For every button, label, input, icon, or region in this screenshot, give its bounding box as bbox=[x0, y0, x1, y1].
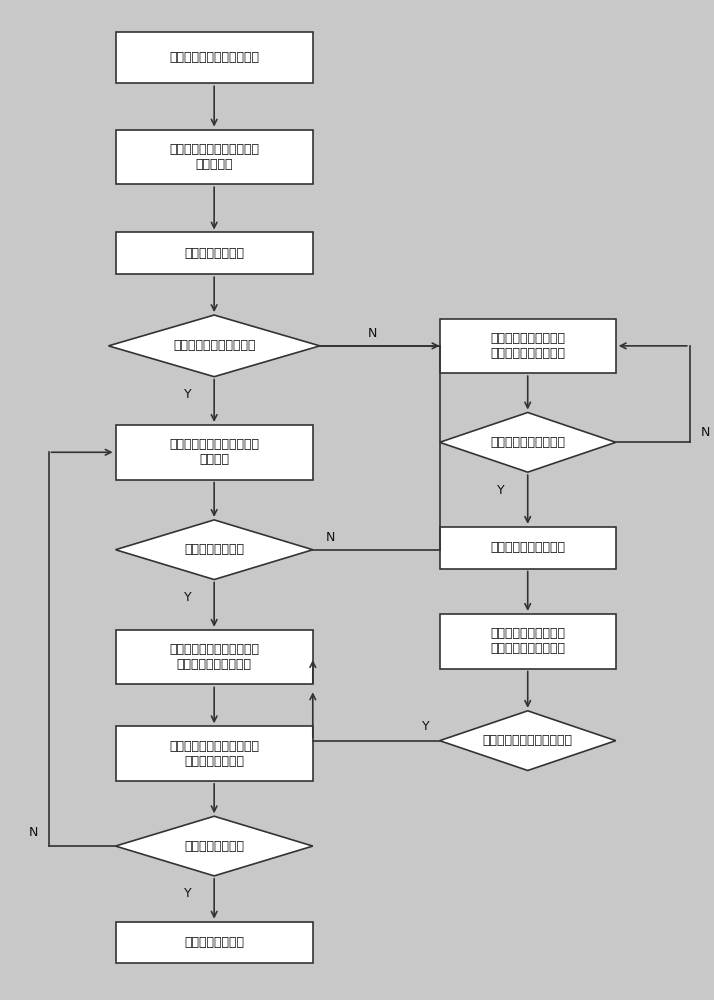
Text: N: N bbox=[326, 531, 335, 544]
Text: Y: Y bbox=[183, 388, 191, 401]
Text: Y: Y bbox=[497, 484, 505, 497]
Text: N: N bbox=[700, 426, 710, 439]
Text: 运动控制卡向驱动器传输信
号，步进电机转动: 运动控制卡向驱动器传输信 号，步进电机转动 bbox=[169, 740, 259, 768]
Polygon shape bbox=[109, 315, 320, 377]
Text: 步进电机停止转动: 步进电机停止转动 bbox=[184, 936, 244, 949]
Text: 检测步进电机是否运动到位: 检测步进电机是否运动到位 bbox=[483, 734, 573, 747]
Text: 检测按键是否弹起: 检测按键是否弹起 bbox=[184, 840, 244, 853]
Text: Y: Y bbox=[422, 720, 429, 733]
FancyBboxPatch shape bbox=[440, 527, 615, 569]
Text: 选择手脉运动或定长运动: 选择手脉运动或定长运动 bbox=[173, 339, 256, 352]
Text: 运动控制卡向驱动器传
输信号，步进电机转动: 运动控制卡向驱动器传 输信号，步进电机转动 bbox=[491, 627, 565, 655]
FancyBboxPatch shape bbox=[116, 922, 313, 963]
Text: 清洗机器人通电，系统开机: 清洗机器人通电，系统开机 bbox=[169, 51, 259, 64]
Text: 操作按键，输入运动控制卡
控制指令: 操作按键，输入运动控制卡 控制指令 bbox=[169, 438, 259, 466]
Text: N: N bbox=[368, 327, 378, 340]
Text: 导出按键信息，进行翻译，
向运动控制卡发出指令: 导出按键信息，进行翻译， 向运动控制卡发出指令 bbox=[169, 643, 259, 671]
Text: 选择手动控制模式: 选择手动控制模式 bbox=[184, 247, 244, 260]
Polygon shape bbox=[440, 711, 615, 770]
Polygon shape bbox=[116, 520, 313, 580]
FancyBboxPatch shape bbox=[116, 32, 313, 83]
Text: 复位运动控制卡，赋值步进
电机初始值: 复位运动控制卡，赋值步进 电机初始值 bbox=[169, 143, 259, 171]
Text: 检测按键是否按下: 检测按键是否按下 bbox=[184, 543, 244, 556]
Text: N: N bbox=[29, 826, 38, 839]
Text: Y: Y bbox=[183, 591, 191, 604]
FancyBboxPatch shape bbox=[440, 319, 615, 373]
Text: 对运动控制卡发出指令: 对运动控制卡发出指令 bbox=[491, 541, 565, 554]
FancyBboxPatch shape bbox=[440, 614, 615, 669]
Text: 输入步进电机的转动角
度、行进距离以及转速: 输入步进电机的转动角 度、行进距离以及转速 bbox=[491, 332, 565, 360]
FancyBboxPatch shape bbox=[116, 232, 313, 274]
Text: 检测数据格式是否正确: 检测数据格式是否正确 bbox=[491, 436, 565, 449]
Text: Y: Y bbox=[183, 887, 191, 900]
Polygon shape bbox=[116, 816, 313, 876]
FancyBboxPatch shape bbox=[116, 630, 313, 684]
FancyBboxPatch shape bbox=[116, 130, 313, 184]
Polygon shape bbox=[440, 412, 615, 472]
FancyBboxPatch shape bbox=[116, 425, 313, 480]
FancyBboxPatch shape bbox=[116, 726, 313, 781]
